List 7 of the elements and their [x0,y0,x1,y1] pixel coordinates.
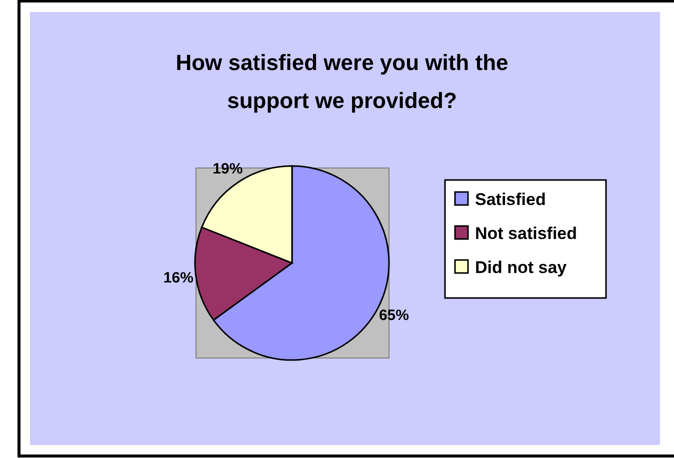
data-label: 16% [163,269,194,286]
legend-label: Satisfied [475,190,546,209]
data-label: 65% [378,306,409,324]
chart-title: How satisfied were you with the support we provided? [176,50,508,113]
legend-label: Not satisfied [475,224,578,243]
data-label: 19% [212,160,243,178]
legend-label: Did not say [475,258,568,277]
